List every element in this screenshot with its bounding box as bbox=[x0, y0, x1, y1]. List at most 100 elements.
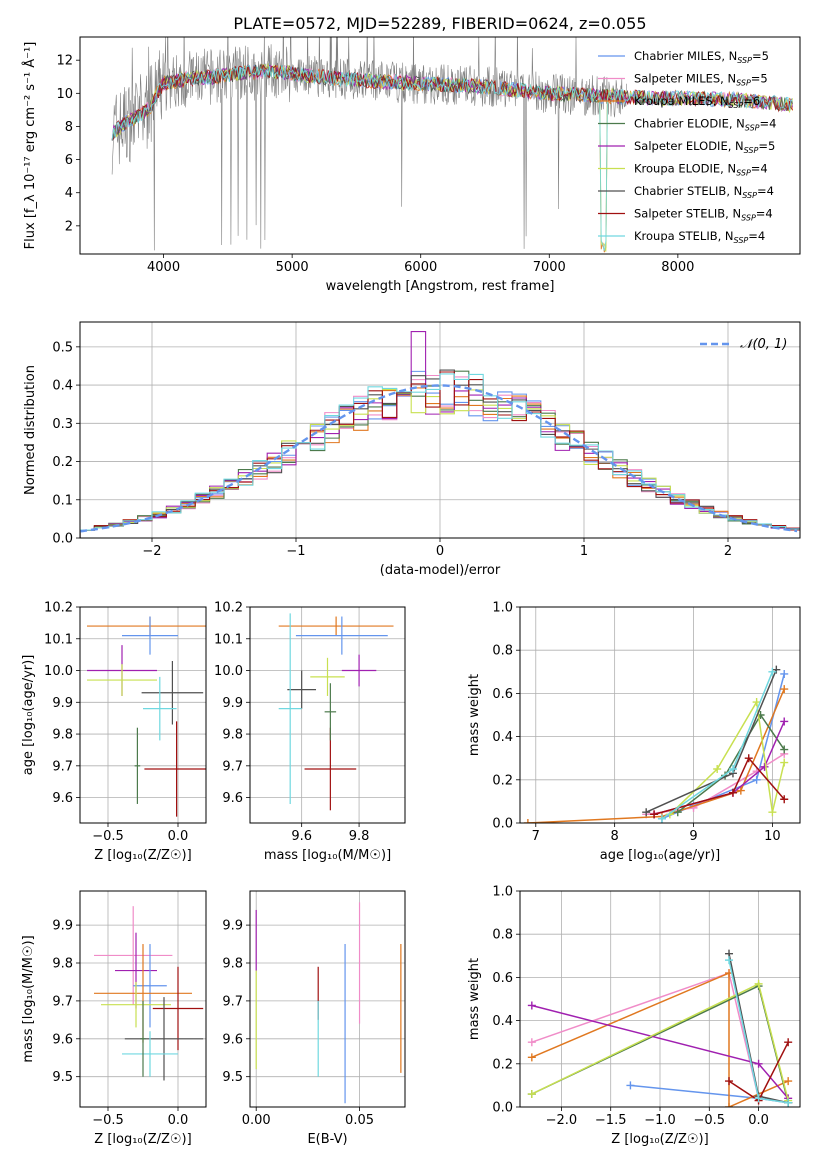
legend-nssp-value: =4 bbox=[751, 162, 768, 176]
x-axis-label: age [log₁₀(age/yr)] bbox=[600, 848, 721, 863]
weight-marker bbox=[780, 669, 789, 678]
axes-frame bbox=[79, 606, 207, 824]
errorbar-chabrier-elodie bbox=[140, 1000, 146, 1077]
legend-label-salpeter-miles: Salpeter MILES, NSSP=5 bbox=[634, 72, 768, 88]
panel-spectrum: 4000 5000 6000 7000 8000 2 4 6 8 10 12 wavelength [… bbox=[22, 36, 801, 294]
x-axis-label: Z [log₁₀(Z/Z☉)] bbox=[94, 848, 191, 863]
errorbar-salpeter-stelib bbox=[304, 727, 357, 811]
legend-label-chabrier-elodie: Chabrier ELODIE, NSSP=4 bbox=[634, 117, 776, 133]
x-tick-label: −0.5 bbox=[92, 1113, 124, 1128]
y-tick-label: 9.8 bbox=[222, 957, 243, 972]
x-axis-label: Z [log₁₀(Z/Z☉)] bbox=[611, 1132, 708, 1147]
weight-marker bbox=[689, 803, 698, 812]
panel-residuals: −2 −1 0 1 2 0.0 0.1 0.2 0.3 0.4 0.5 (data-model)/er… bbox=[23, 321, 801, 578]
weight-marker bbox=[713, 765, 722, 773]
x-tick-label: 9.6 bbox=[291, 829, 312, 844]
weight-marker bbox=[768, 808, 777, 817]
axes-frame bbox=[519, 606, 801, 824]
y-tick-label: 10.0 bbox=[214, 664, 243, 679]
weight-marker bbox=[728, 788, 737, 797]
legend-nssp-value: =4 bbox=[756, 207, 773, 221]
y-tick-label: 9.8 bbox=[52, 957, 73, 972]
weight-marker bbox=[527, 1001, 536, 1010]
y-tick-label: 1.0 bbox=[492, 885, 513, 900]
weight-marker bbox=[523, 819, 532, 823]
model-spectrum-kroupa-elodie bbox=[111, 62, 793, 252]
errorbar-chabrier-miles bbox=[122, 616, 178, 655]
weight-marker bbox=[754, 1059, 763, 1068]
weight-marker bbox=[760, 762, 769, 771]
legend-subscript: SSP bbox=[729, 101, 744, 110]
errorbar-salpeter-stelib bbox=[152, 966, 204, 1051]
legend-label-salpeter-elodie: Salpeter ELODIE, NSSP=5 bbox=[634, 139, 775, 155]
y-tick-label: 9.6 bbox=[222, 791, 243, 806]
weight-line-kroupa-elodie bbox=[669, 699, 785, 815]
x-axis-label: (data-model)/error bbox=[380, 563, 501, 578]
model-spectrum-salpeter-stelib bbox=[111, 64, 793, 141]
plot-area-weight-vs-age bbox=[523, 665, 789, 823]
y-tick-label: 0.4 bbox=[492, 730, 513, 745]
legend-model-text: Chabrier MILES, N bbox=[634, 49, 737, 63]
plot-area-spectrum bbox=[111, 37, 793, 253]
errorbar-chabrier-stelib bbox=[124, 997, 204, 1081]
y-axis-label: Normed distribution bbox=[23, 365, 38, 495]
legend-label-chabrier-miles: Chabrier MILES, NSSP=5 bbox=[634, 49, 769, 65]
y-tick-label: 0.6 bbox=[492, 971, 513, 986]
weight-line-salpeter-miles bbox=[646, 753, 785, 816]
weight-marker bbox=[784, 1077, 793, 1086]
x-tick-label: 0 bbox=[436, 544, 444, 559]
legend-subscript: SSP bbox=[734, 236, 749, 245]
panel-weight-vs-Z: −2.0 −1.5 −1.0 −0.5 0.0 0.0 0.2 0.4 0.6 0.8 1.0 Z [… bbox=[467, 885, 801, 1147]
x-axis-label: wavelength [Angstrom, rest frame] bbox=[326, 279, 555, 294]
legend-nssp-value: =5 bbox=[751, 72, 768, 86]
weight-marker bbox=[527, 1090, 536, 1099]
errorbar-chabrier-elodie bbox=[324, 683, 337, 741]
y-tick-label: 0.1 bbox=[52, 493, 73, 508]
y-tick-label: 9.7 bbox=[52, 759, 73, 774]
y-tick-label: 0.2 bbox=[52, 455, 73, 470]
legend-nssp-value: =4 bbox=[757, 184, 774, 198]
normal-legend-label: 𝒩(0, 1) bbox=[740, 337, 787, 352]
y-tick-label: 9.6 bbox=[52, 1032, 73, 1047]
x-tick-label: 7 bbox=[532, 829, 540, 844]
legend-subscript: SSP bbox=[737, 56, 752, 65]
plot-area-weight-vs-Z bbox=[527, 949, 793, 1107]
legend-nssp-value: =4 bbox=[760, 117, 777, 131]
errorbar-chabrier-miles bbox=[133, 944, 167, 1028]
weight-marker bbox=[736, 786, 745, 795]
errorbar-kroupa-stelib bbox=[278, 613, 302, 804]
weight-marker bbox=[780, 717, 789, 726]
errorbar-chabrier-miles bbox=[295, 616, 388, 655]
weight-line-salpeter-stelib bbox=[653, 756, 785, 816]
x-axis-label: Z [log₁₀(Z/Z☉)] bbox=[94, 1132, 191, 1147]
x-tick-label: −2.0 bbox=[546, 1113, 578, 1128]
y-tick-label: 2 bbox=[65, 219, 73, 234]
legend-model-text: Chabrier STELIB, N bbox=[634, 184, 742, 198]
x-tick-label: 0.00 bbox=[242, 1113, 271, 1128]
errorbar-chabrier-stelib bbox=[287, 670, 317, 709]
y-tick-label: 9.7 bbox=[222, 759, 243, 774]
x-tick-label: 9.8 bbox=[349, 829, 370, 844]
y-tick-label: 9.8 bbox=[222, 728, 243, 743]
y-tick-label: 10.0 bbox=[44, 664, 73, 679]
weight-marker bbox=[768, 667, 777, 676]
legend-model-text: Kroupa ELODIE, N bbox=[634, 162, 736, 176]
errorbar-salpeter-miles bbox=[94, 906, 173, 1005]
weight-marker bbox=[527, 1038, 536, 1047]
y-tick-label: 0.4 bbox=[492, 1014, 513, 1029]
legend-label-salpeter-stelib: Salpeter STELIB, NSSP=4 bbox=[634, 207, 773, 223]
x-tick-label: 0.0 bbox=[168, 829, 189, 844]
model-spectrum-kroupa-stelib bbox=[111, 64, 793, 251]
y-tick-label: 0.8 bbox=[492, 644, 513, 659]
legend-label-kroupa-elodie: Kroupa ELODIE, NSSP=4 bbox=[634, 162, 768, 178]
y-tick-label: 9.7 bbox=[222, 994, 243, 1009]
x-tick-label: 2 bbox=[724, 544, 732, 559]
legend-subscript: SSP bbox=[736, 79, 751, 88]
x-axis-label: mass [log₁₀(M/M☉)] bbox=[264, 848, 391, 863]
y-tick-label: 0.3 bbox=[52, 417, 73, 432]
panel-age-vs-mass: 9.6 9.8 9.6 9.7 9.8 9.9 10.0 10.1 10.2 mass [log₁… bbox=[214, 601, 406, 863]
errorbar-salpeter-elodie bbox=[341, 654, 377, 687]
weight-marker bbox=[780, 745, 789, 754]
weight-marker bbox=[527, 1053, 536, 1062]
